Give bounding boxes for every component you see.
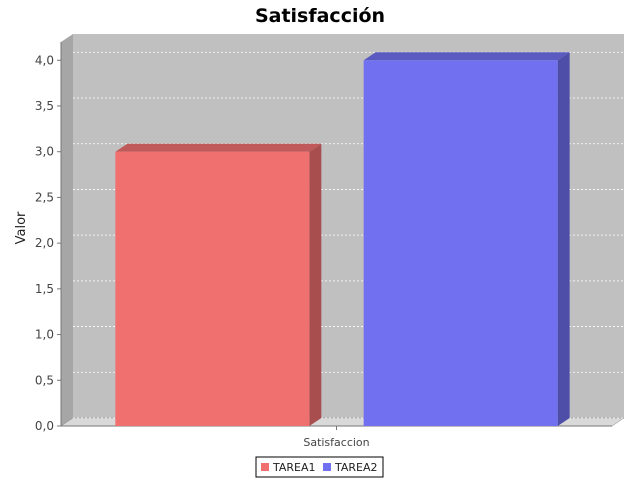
bar-top [115,143,322,152]
legend-swatch [323,463,331,471]
bar-front [115,151,310,426]
bars [115,52,570,427]
left-wall [61,34,73,426]
x-axis-categories: Satisfaccion [303,426,370,449]
x-category-label: Satisfaccion [303,436,369,449]
y-tick-label: 0,0 [35,419,54,433]
bar-side [309,143,322,426]
legend-entry: TAREA1 [272,461,316,474]
bar-tarea1 [115,143,322,426]
chart-title: Satisfacción [255,5,385,27]
legend-box [255,456,384,478]
y-tick-label: 3,5 [35,99,54,113]
bar-top [363,52,570,61]
y-axis-ticks: 0,0 0,5 1,0 1,5 2,0 2,5 3,0 3,5 4,0 [35,53,61,433]
legend: TAREA1 TAREA2 [255,456,384,478]
y-tick-label: 2,5 [35,190,54,204]
y-tick-label: 1,0 [35,328,54,342]
bar-front [363,60,558,427]
legend-entry: TAREA2 [334,461,378,474]
y-tick-label: 1,5 [35,282,54,296]
bar-tarea2 [363,52,570,427]
bar-side [557,52,570,427]
y-tick-label: 0,5 [35,373,54,387]
y-axis-label: Valor [14,211,29,244]
y-tick-label: 2,0 [35,236,54,250]
y-tick-label: 3,0 [35,145,54,159]
y-tick-label: 4,0 [35,53,54,67]
legend-swatch [261,463,269,471]
